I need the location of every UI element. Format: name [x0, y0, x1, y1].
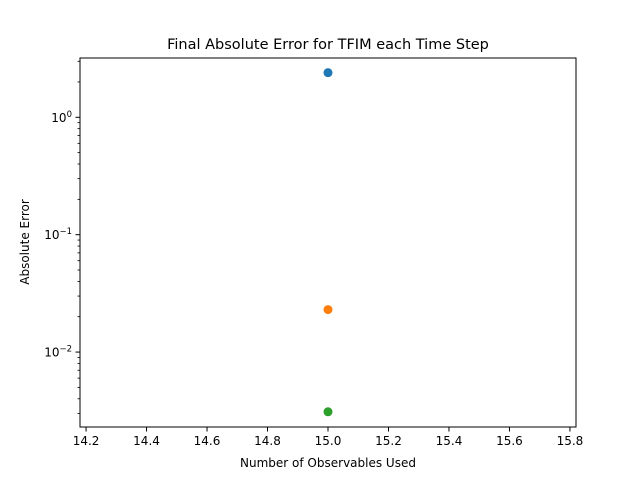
x-tick-label: 14.6: [194, 434, 221, 448]
data-points: [323, 68, 333, 417]
data-point: [323, 305, 333, 315]
x-ticks: 14.2 14.4 14.6 14.8 15.0 15.2 15.4 15.6 15.8: [73, 427, 584, 448]
x-tick-label: 15.4: [436, 434, 463, 448]
x-tick-label: 14.2: [73, 434, 100, 448]
data-point: [323, 407, 333, 417]
y-major-ticks: 10−2 10−1 100: [44, 110, 80, 360]
x-tick-label: 15.6: [496, 434, 523, 448]
x-tick-label: 15.2: [375, 434, 402, 448]
chart-title: Final Absolute Error for TFIM each Time …: [167, 37, 489, 53]
y-tick-label: 100: [51, 110, 72, 125]
x-tick-label: 15.8: [557, 434, 584, 448]
x-tick-label: 14.8: [254, 434, 281, 448]
y-axis-label: Absolute Error: [18, 199, 32, 285]
x-tick-label: 15.0: [315, 434, 342, 448]
plot-area-frame: [79, 57, 577, 428]
y-tick-label: 10−1: [44, 227, 72, 242]
y-tick-label: 10−2: [44, 345, 72, 360]
x-tick-label: 14.4: [133, 434, 160, 448]
x-axis-label: Number of Observables Used: [240, 456, 416, 470]
data-point: [323, 68, 333, 78]
